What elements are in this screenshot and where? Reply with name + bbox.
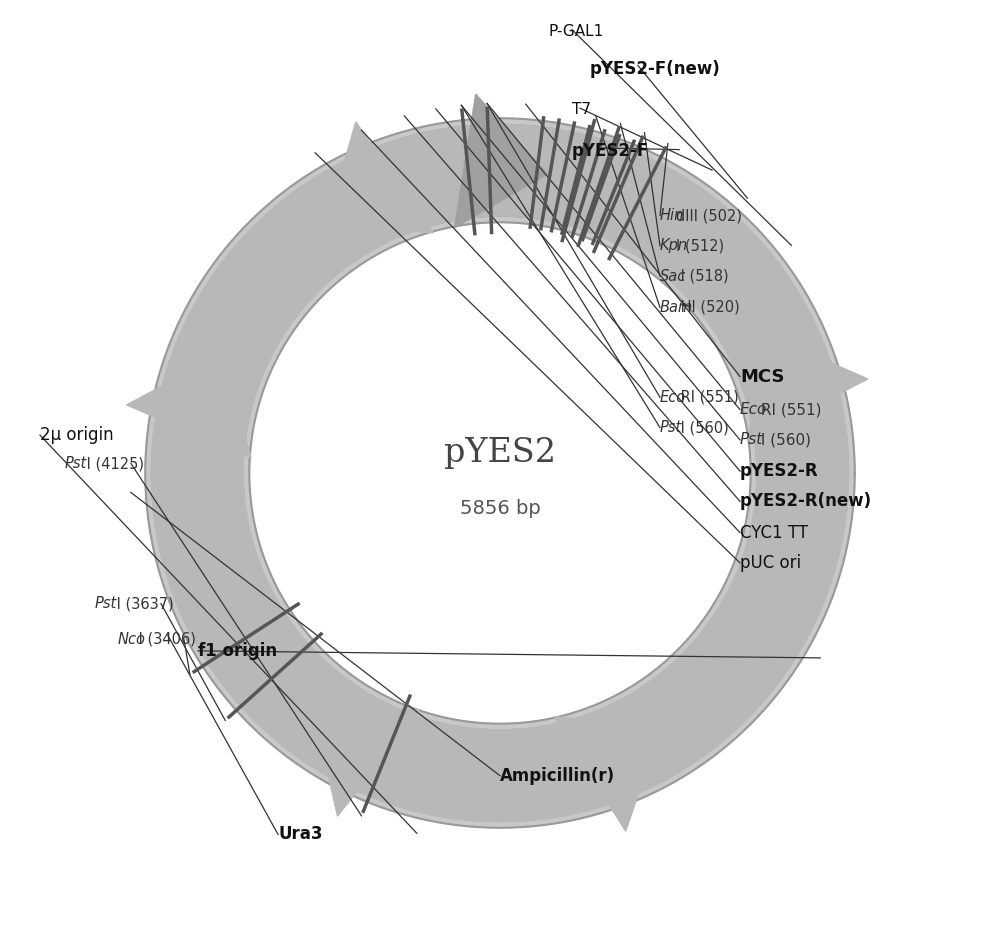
Polygon shape bbox=[151, 125, 849, 821]
Text: I (3637): I (3637) bbox=[112, 596, 173, 611]
Text: Pst: Pst bbox=[660, 420, 682, 435]
Text: Pst: Pst bbox=[95, 596, 117, 611]
Text: HI (520): HI (520) bbox=[676, 300, 740, 315]
Text: pYES2-R(new): pYES2-R(new) bbox=[740, 492, 872, 511]
Polygon shape bbox=[314, 710, 421, 816]
Text: Kpn: Kpn bbox=[660, 238, 688, 254]
Text: 5856 bp: 5856 bp bbox=[460, 499, 540, 517]
Text: MCS: MCS bbox=[740, 367, 784, 386]
Text: Bam: Bam bbox=[660, 300, 693, 315]
Text: I (4125): I (4125) bbox=[82, 456, 144, 471]
Text: P-GAL1: P-GAL1 bbox=[548, 24, 603, 39]
Polygon shape bbox=[151, 337, 267, 621]
Text: f1 origin: f1 origin bbox=[198, 641, 277, 660]
Text: I (560): I (560) bbox=[757, 432, 812, 447]
Text: pYES2-R: pYES2-R bbox=[740, 462, 819, 481]
Polygon shape bbox=[127, 355, 251, 458]
Text: pUC ori: pUC ori bbox=[740, 553, 801, 572]
Polygon shape bbox=[151, 125, 849, 821]
Text: pYES2-F(new): pYES2-F(new) bbox=[590, 60, 721, 78]
Polygon shape bbox=[326, 122, 433, 233]
Text: Eco: Eco bbox=[740, 402, 767, 417]
Polygon shape bbox=[747, 336, 868, 441]
Text: RI (551): RI (551) bbox=[757, 402, 822, 417]
Polygon shape bbox=[369, 125, 555, 235]
Text: Ura3: Ura3 bbox=[278, 825, 322, 844]
Polygon shape bbox=[285, 675, 578, 821]
Text: Nco: Nco bbox=[118, 632, 146, 647]
Text: pYES2: pYES2 bbox=[444, 437, 556, 469]
Text: I (518): I (518) bbox=[676, 269, 729, 284]
Text: I (3406): I (3406) bbox=[134, 632, 196, 647]
Polygon shape bbox=[145, 118, 855, 828]
Text: Hin: Hin bbox=[660, 208, 684, 223]
Text: Pst: Pst bbox=[740, 432, 763, 447]
Text: CYC1 TT: CYC1 TT bbox=[740, 523, 808, 542]
Text: RI (551): RI (551) bbox=[676, 390, 739, 405]
Text: T7: T7 bbox=[572, 102, 591, 117]
Text: I (512): I (512) bbox=[676, 238, 725, 254]
Text: 2μ origin: 2μ origin bbox=[40, 426, 114, 445]
Text: pYES2-F: pYES2-F bbox=[572, 142, 649, 160]
Polygon shape bbox=[455, 95, 547, 228]
Text: Pst: Pst bbox=[65, 456, 87, 471]
Polygon shape bbox=[554, 716, 660, 832]
Text: I (560): I (560) bbox=[676, 420, 729, 435]
Text: Eco: Eco bbox=[660, 390, 686, 405]
Polygon shape bbox=[151, 125, 849, 821]
Text: Ampicillin(r): Ampicillin(r) bbox=[500, 766, 615, 785]
Text: Sac: Sac bbox=[660, 269, 686, 284]
Text: dIII (502): dIII (502) bbox=[676, 208, 742, 223]
